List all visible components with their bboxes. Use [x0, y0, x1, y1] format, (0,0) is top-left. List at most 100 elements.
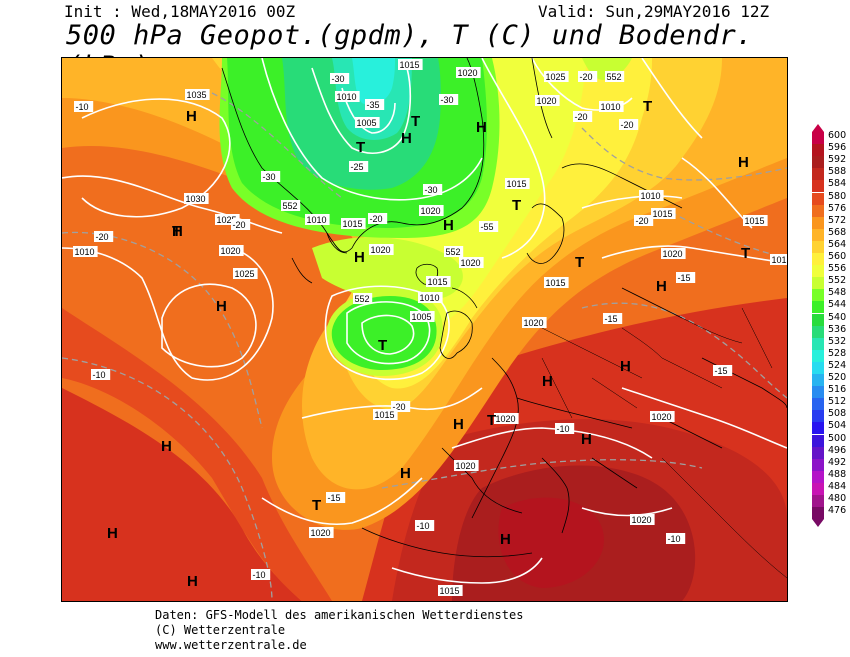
contour-label-box: [459, 257, 484, 268]
scale-swatch: [812, 228, 824, 241]
contour-label-text: 1025: [546, 72, 566, 82]
contour-label-text: -15: [328, 493, 341, 503]
contour-label-box: [505, 178, 530, 189]
contour-label-box: [309, 527, 334, 538]
contour-label-box: [454, 460, 479, 471]
contour-label-box: [578, 71, 598, 82]
contour-label-text: 1030: [186, 194, 206, 204]
contour-label-text: -15: [678, 273, 691, 283]
contour-label-text: 1020: [537, 96, 557, 106]
contour-label: -20: [619, 119, 639, 130]
contour-label-box: [418, 292, 443, 303]
scale-label: 536: [828, 323, 847, 335]
high-pressure-marker: H: [107, 525, 118, 542]
contour-label-box: [426, 276, 451, 287]
high-pressure-marker: H: [187, 573, 198, 590]
contour-label-box: [573, 111, 593, 122]
contour-label: 1020: [459, 257, 484, 268]
field-580: [62, 308, 332, 601]
contour-label-text: 1020: [421, 206, 441, 216]
footer-data-source: Daten: GFS-Modell des amerikanischen Wet…: [155, 608, 524, 622]
contour-label: 1020: [661, 248, 686, 259]
contour-label-box: [335, 91, 360, 102]
contour-label: -20: [634, 215, 654, 226]
contour-label-text: 1020: [458, 68, 478, 78]
contour-label-box: [74, 101, 94, 112]
contour-label-box: [410, 311, 435, 322]
contour-label: -10: [555, 423, 575, 434]
contour-label-box: [251, 569, 271, 580]
contour-label: 1010: [305, 214, 330, 225]
contour-label-text: 1020: [456, 461, 476, 471]
contour-label-text: -30: [263, 172, 276, 182]
low-pressure-marker: T: [643, 98, 652, 115]
scale-swatch: [812, 434, 824, 447]
contour-label-text: 1005: [357, 118, 377, 128]
contour-label-text: 552: [283, 201, 298, 211]
scale-label: 548: [828, 287, 847, 299]
contour-label-text: 1010: [75, 247, 95, 257]
contour-label-text: 552: [607, 72, 622, 82]
contour-label: -10: [74, 101, 94, 112]
contour-label-box: [439, 94, 459, 105]
contour-label: 1015: [341, 218, 366, 229]
contour-label-text: 1015: [428, 277, 448, 287]
contour-label-box: [479, 221, 499, 232]
contour-label: -20: [391, 401, 411, 412]
contour-label: 1025: [544, 71, 569, 82]
scale-label: 512: [828, 396, 847, 408]
contour-label: 1020: [369, 244, 394, 255]
low-pressure-marker: T: [356, 139, 365, 156]
contour-label-box: [522, 317, 547, 328]
scale-swatch: [812, 301, 824, 314]
low-pressure-marker: T: [172, 223, 181, 240]
contour-label-text: 1035: [187, 90, 207, 100]
low-pressure-marker: T: [378, 337, 387, 354]
scale-label: 592: [828, 154, 847, 166]
coastlines: [221, 58, 787, 558]
scale-label: 560: [828, 251, 847, 262]
high-pressure-marker: H: [581, 431, 592, 448]
scale-swatch: [812, 470, 824, 483]
high-pressure-marker: H: [161, 438, 172, 455]
contour-label: 1015: [544, 277, 569, 288]
scale-label: 484: [828, 480, 847, 492]
scale-swatch: [812, 168, 824, 181]
contour-label-box: [619, 119, 639, 130]
contour-label: 552: [281, 200, 301, 211]
scale-top-arrow: [812, 124, 824, 132]
high-pressure-marker: H: [401, 130, 412, 147]
scale-swatch: [812, 313, 824, 326]
scale-label: 500: [828, 432, 847, 444]
scale-label: 556: [828, 263, 847, 275]
scale-swatch: [812, 337, 824, 350]
contour-label: -20: [368, 213, 388, 224]
contour-label-box: [634, 215, 654, 226]
contour-label-text: -20: [580, 72, 593, 82]
contour-label-box: [444, 246, 464, 257]
contour-label: 1005: [355, 117, 380, 128]
contour-label-text: 1025: [217, 215, 237, 225]
scale-label: 488: [828, 468, 847, 480]
low-pressure-marker: T: [411, 113, 420, 130]
contour-label: 1010: [418, 292, 443, 303]
contour-label: 1005: [410, 311, 435, 322]
contour-label-box: [650, 411, 675, 422]
scale-swatch: [812, 216, 824, 229]
scale-label: 600: [828, 130, 847, 141]
contour-label-box: [544, 277, 569, 288]
scale-swatch: [812, 507, 824, 520]
high-pressure-marker: H: [216, 298, 227, 315]
contour-labels: 1035 1030 1025 1025 1020 1010 -10 -20 -20 -10 -15 -…: [73, 59, 787, 596]
scale-label: 576: [828, 202, 847, 214]
contour-label-box: [494, 413, 519, 424]
scale-label: 540: [828, 311, 847, 323]
contour-label: 1015: [505, 178, 530, 189]
contour-label-box: [438, 585, 463, 596]
contour-label-box: [305, 214, 330, 225]
contour-label: 1015: [651, 208, 676, 219]
scale-swatch: [812, 192, 824, 205]
contour-label-box: [365, 99, 385, 110]
contour-label-text: -10: [417, 521, 430, 531]
